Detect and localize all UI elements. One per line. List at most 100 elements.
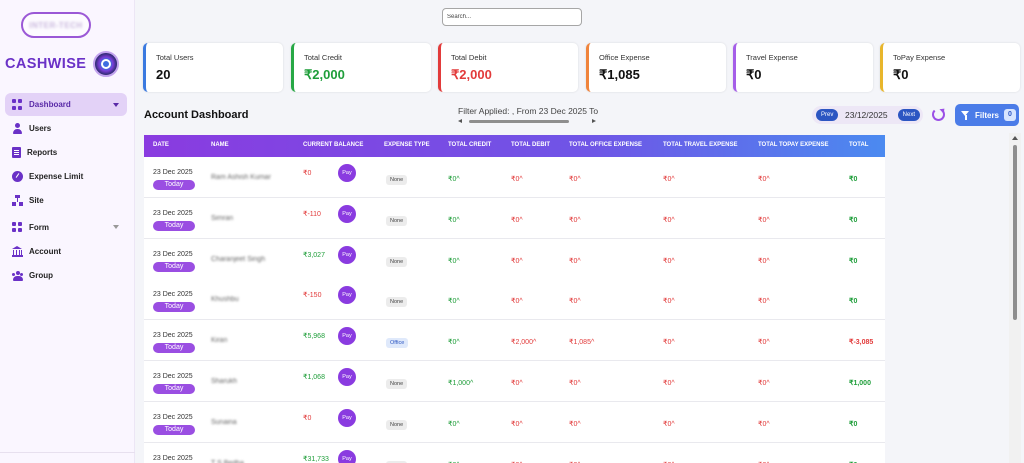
scroll-right-icon[interactable] <box>592 119 596 123</box>
sidebar-item-account[interactable]: Account <box>5 239 127 263</box>
pay-button[interactable]: Pay <box>338 164 356 182</box>
pay-button[interactable]: Pay <box>338 204 356 223</box>
refresh-icon[interactable] <box>932 108 945 121</box>
pay-button[interactable]: Pay <box>338 408 356 427</box>
column-header-total-travel-expense[interactable]: Total Travel Expense <box>663 142 738 148</box>
user-icon <box>12 122 23 134</box>
row-total: ₹0 <box>849 176 858 183</box>
filters-button[interactable]: Filters 0 <box>955 104 1019 126</box>
expense-type-badge: None <box>386 215 408 226</box>
row-total-credit: ₹0^ <box>448 176 460 183</box>
sidebar-item-site[interactable]: Site <box>5 188 127 212</box>
account-table: Date Name Current Balance Expense Type T… <box>144 135 885 463</box>
row-name[interactable]: T S Bedha <box>211 460 244 463</box>
row-total-travel-expense: ₹0^ <box>663 257 675 265</box>
row-name[interactable]: Simran <box>211 214 234 222</box>
sidebar-item-form[interactable]: Form <box>5 215 127 239</box>
column-header-total-credit[interactable]: Total Credit <box>448 142 492 148</box>
expense-type-badge: None <box>386 379 408 389</box>
pay-button[interactable]: Pay <box>338 327 356 346</box>
column-header-total[interactable]: Total <box>849 142 869 148</box>
table-row: 23 Dec 2025TodayT S Bedha₹31,733PayNone₹… <box>144 442 885 463</box>
pay-button[interactable]: Pay <box>338 368 356 386</box>
stat-card-value: ₹1,085 <box>599 67 640 82</box>
table-row: 23 Dec 2025 Today Ram Ashish Kumar ₹0 Pay Non… <box>144 157 885 198</box>
next-date-button[interactable]: Next <box>897 109 920 121</box>
today-badge: Today <box>153 261 195 272</box>
stat-card-topay-expense: ToPay Expense ₹0 <box>880 43 1020 92</box>
today-badge: Today <box>153 343 195 354</box>
column-header-expense-type[interactable]: Expense Type <box>384 142 430 148</box>
row-total-office-expense: ₹0^ <box>569 380 581 387</box>
column-header-date[interactable]: Date <box>153 142 169 148</box>
prev-date-button[interactable]: Prev <box>816 109 839 121</box>
sidebar-item-group[interactable]: Group <box>5 263 127 287</box>
sidebar-item-label: Account <box>29 246 61 256</box>
sidebar-item-reports[interactable]: Reports <box>5 140 127 164</box>
sidebar-item-dashboard[interactable]: Dashboard <box>5 93 127 116</box>
chevron-down-icon <box>113 103 119 107</box>
row-current-balance: ₹31,733 <box>303 455 329 463</box>
scrollbar-thumb[interactable] <box>1013 145 1017 320</box>
date-navigator: Prev 23/12/2025 Next <box>812 106 923 124</box>
scrollbar-thumb[interactable] <box>469 120 569 123</box>
vertical-scrollbar[interactable] <box>1009 133 1021 463</box>
row-name[interactable]: Khushbu <box>211 296 239 304</box>
sidebar-item-expense-limit[interactable]: Expense Limit <box>5 164 127 188</box>
row-total-credit: ₹1,000^ <box>448 380 474 387</box>
row-date: 23 Dec 2025 <box>153 454 193 462</box>
column-header-name[interactable]: Name <box>211 142 229 148</box>
expense-type-badge: None <box>386 419 408 430</box>
page-title: Account Dashboard <box>144 109 249 121</box>
row-date: 23 Dec 2025 <box>153 332 193 340</box>
column-header-current-balance[interactable]: Current Balance <box>303 142 364 148</box>
expense-type-badge: None <box>386 297 408 308</box>
row-name[interactable]: Charanjeet Singh <box>211 255 266 263</box>
row-name[interactable]: Sharukh <box>211 378 238 385</box>
row-name[interactable]: Sunaina <box>211 418 237 426</box>
sidebar-item-label: Reports <box>27 147 58 157</box>
top-pill-button[interactable]: INTER-TECH <box>21 12 91 38</box>
bank-icon <box>12 245 23 257</box>
pay-button[interactable]: Pay <box>338 449 356 463</box>
row-name[interactable]: Kiran <box>211 337 228 345</box>
row-total-office-expense: ₹0^ <box>569 216 581 224</box>
row-total-topay-expense: ₹0^ <box>758 298 770 306</box>
row-total-office-expense: ₹0^ <box>569 298 581 306</box>
stat-card-label: Travel Expense <box>746 53 798 62</box>
row-total-topay-expense: ₹0^ <box>758 380 770 387</box>
pay-button[interactable]: Pay <box>338 245 356 264</box>
column-header-total-debit[interactable]: Total Debit <box>511 142 550 148</box>
row-total-office-expense: ₹0^ <box>569 420 581 428</box>
row-name[interactable]: Ram Ashish Kumar <box>211 174 271 181</box>
today-badge: Today <box>153 384 195 394</box>
row-total: ₹0 <box>849 257 858 265</box>
stat-card-value: 20 <box>156 67 171 82</box>
pay-button[interactable]: Pay <box>338 286 356 305</box>
row-current-balance: ₹0 <box>303 414 312 422</box>
stat-card-travel-expense: Travel Expense ₹0 <box>733 43 873 92</box>
expense-type-badge: Office <box>386 338 409 349</box>
row-total: ₹1,000 <box>849 380 871 387</box>
stat-card-value: ₹0 <box>893 67 909 82</box>
expense-type-badge: None <box>386 175 408 185</box>
sidebar-item-users[interactable]: Users <box>5 116 127 140</box>
row-current-balance: ₹-110 <box>303 210 321 218</box>
row-date: 23 Dec 2025 <box>153 209 193 217</box>
stat-card-value: ₹2,000 <box>451 67 492 82</box>
sidebar-item-label: Dashboard <box>29 100 71 109</box>
row-total-travel-expense: ₹0^ <box>663 176 675 183</box>
column-header-total-topay-expense[interactable]: Total Topay Expense <box>758 142 829 148</box>
column-header-total-office-expense[interactable]: Total Office Expense <box>569 142 643 148</box>
horizontal-scrollbar[interactable] <box>455 119 599 125</box>
row-current-balance: ₹3,027 <box>303 251 325 259</box>
scroll-left-icon[interactable] <box>458 119 462 123</box>
search-input[interactable] <box>442 8 582 26</box>
top-pill-label: INTER-TECH <box>29 20 83 30</box>
row-total-debit: ₹0^ <box>511 257 523 265</box>
filter-icon <box>961 110 970 120</box>
stat-card-label: Total Users <box>156 53 194 62</box>
scroll-up-icon[interactable] <box>1012 136 1018 140</box>
row-total-credit: ₹0^ <box>448 461 460 463</box>
stat-card-total-credit: Total Credit ₹2,000 <box>291 43 431 92</box>
